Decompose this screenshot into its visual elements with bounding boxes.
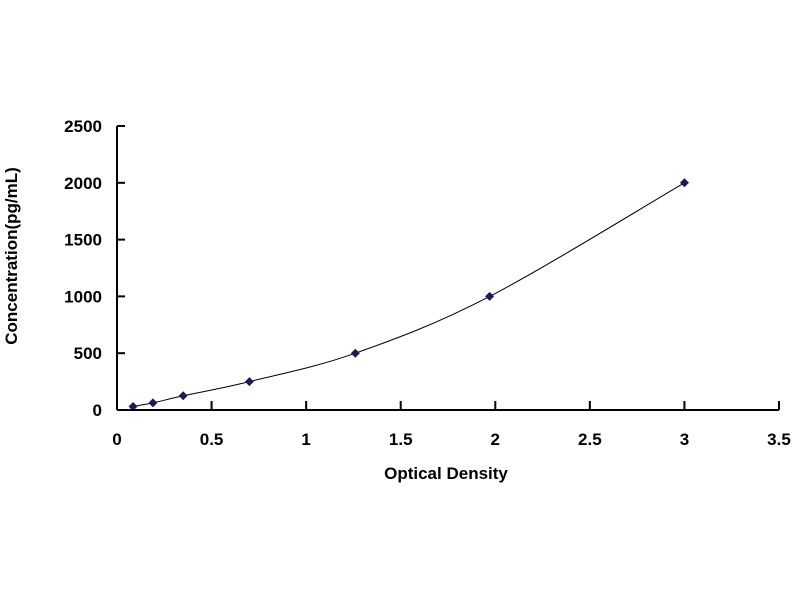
x-tick-label: 0.5 bbox=[200, 430, 224, 449]
x-tick-label: 1 bbox=[301, 430, 310, 449]
x-tick-label: 1.5 bbox=[389, 430, 413, 449]
x-tick-label: 0 bbox=[112, 430, 121, 449]
data-point bbox=[244, 377, 254, 387]
x-axis-label: Optical Density bbox=[384, 464, 508, 483]
x-tick-label: 3 bbox=[680, 430, 689, 449]
data-point bbox=[178, 391, 188, 401]
data-point bbox=[679, 178, 689, 188]
y-tick-label: 2500 bbox=[64, 117, 102, 136]
plot-area bbox=[128, 178, 689, 411]
y-tick-label: 2000 bbox=[64, 174, 102, 193]
data-point bbox=[128, 401, 138, 411]
x-tick-label: 2.5 bbox=[578, 430, 602, 449]
x-tick-label: 2 bbox=[491, 430, 500, 449]
y-tick-label: 0 bbox=[93, 401, 102, 420]
fit-curve bbox=[132, 182, 685, 407]
data-point bbox=[350, 348, 360, 358]
y-tick-label: 1000 bbox=[64, 287, 102, 306]
data-point bbox=[148, 398, 158, 408]
x-tick-label: 3.5 bbox=[767, 430, 791, 449]
y-tick-label: 1500 bbox=[64, 231, 102, 250]
data-point bbox=[485, 291, 495, 301]
y-axis-label: Concentration(pg/mL) bbox=[2, 167, 21, 345]
y-tick-label: 500 bbox=[74, 344, 102, 363]
